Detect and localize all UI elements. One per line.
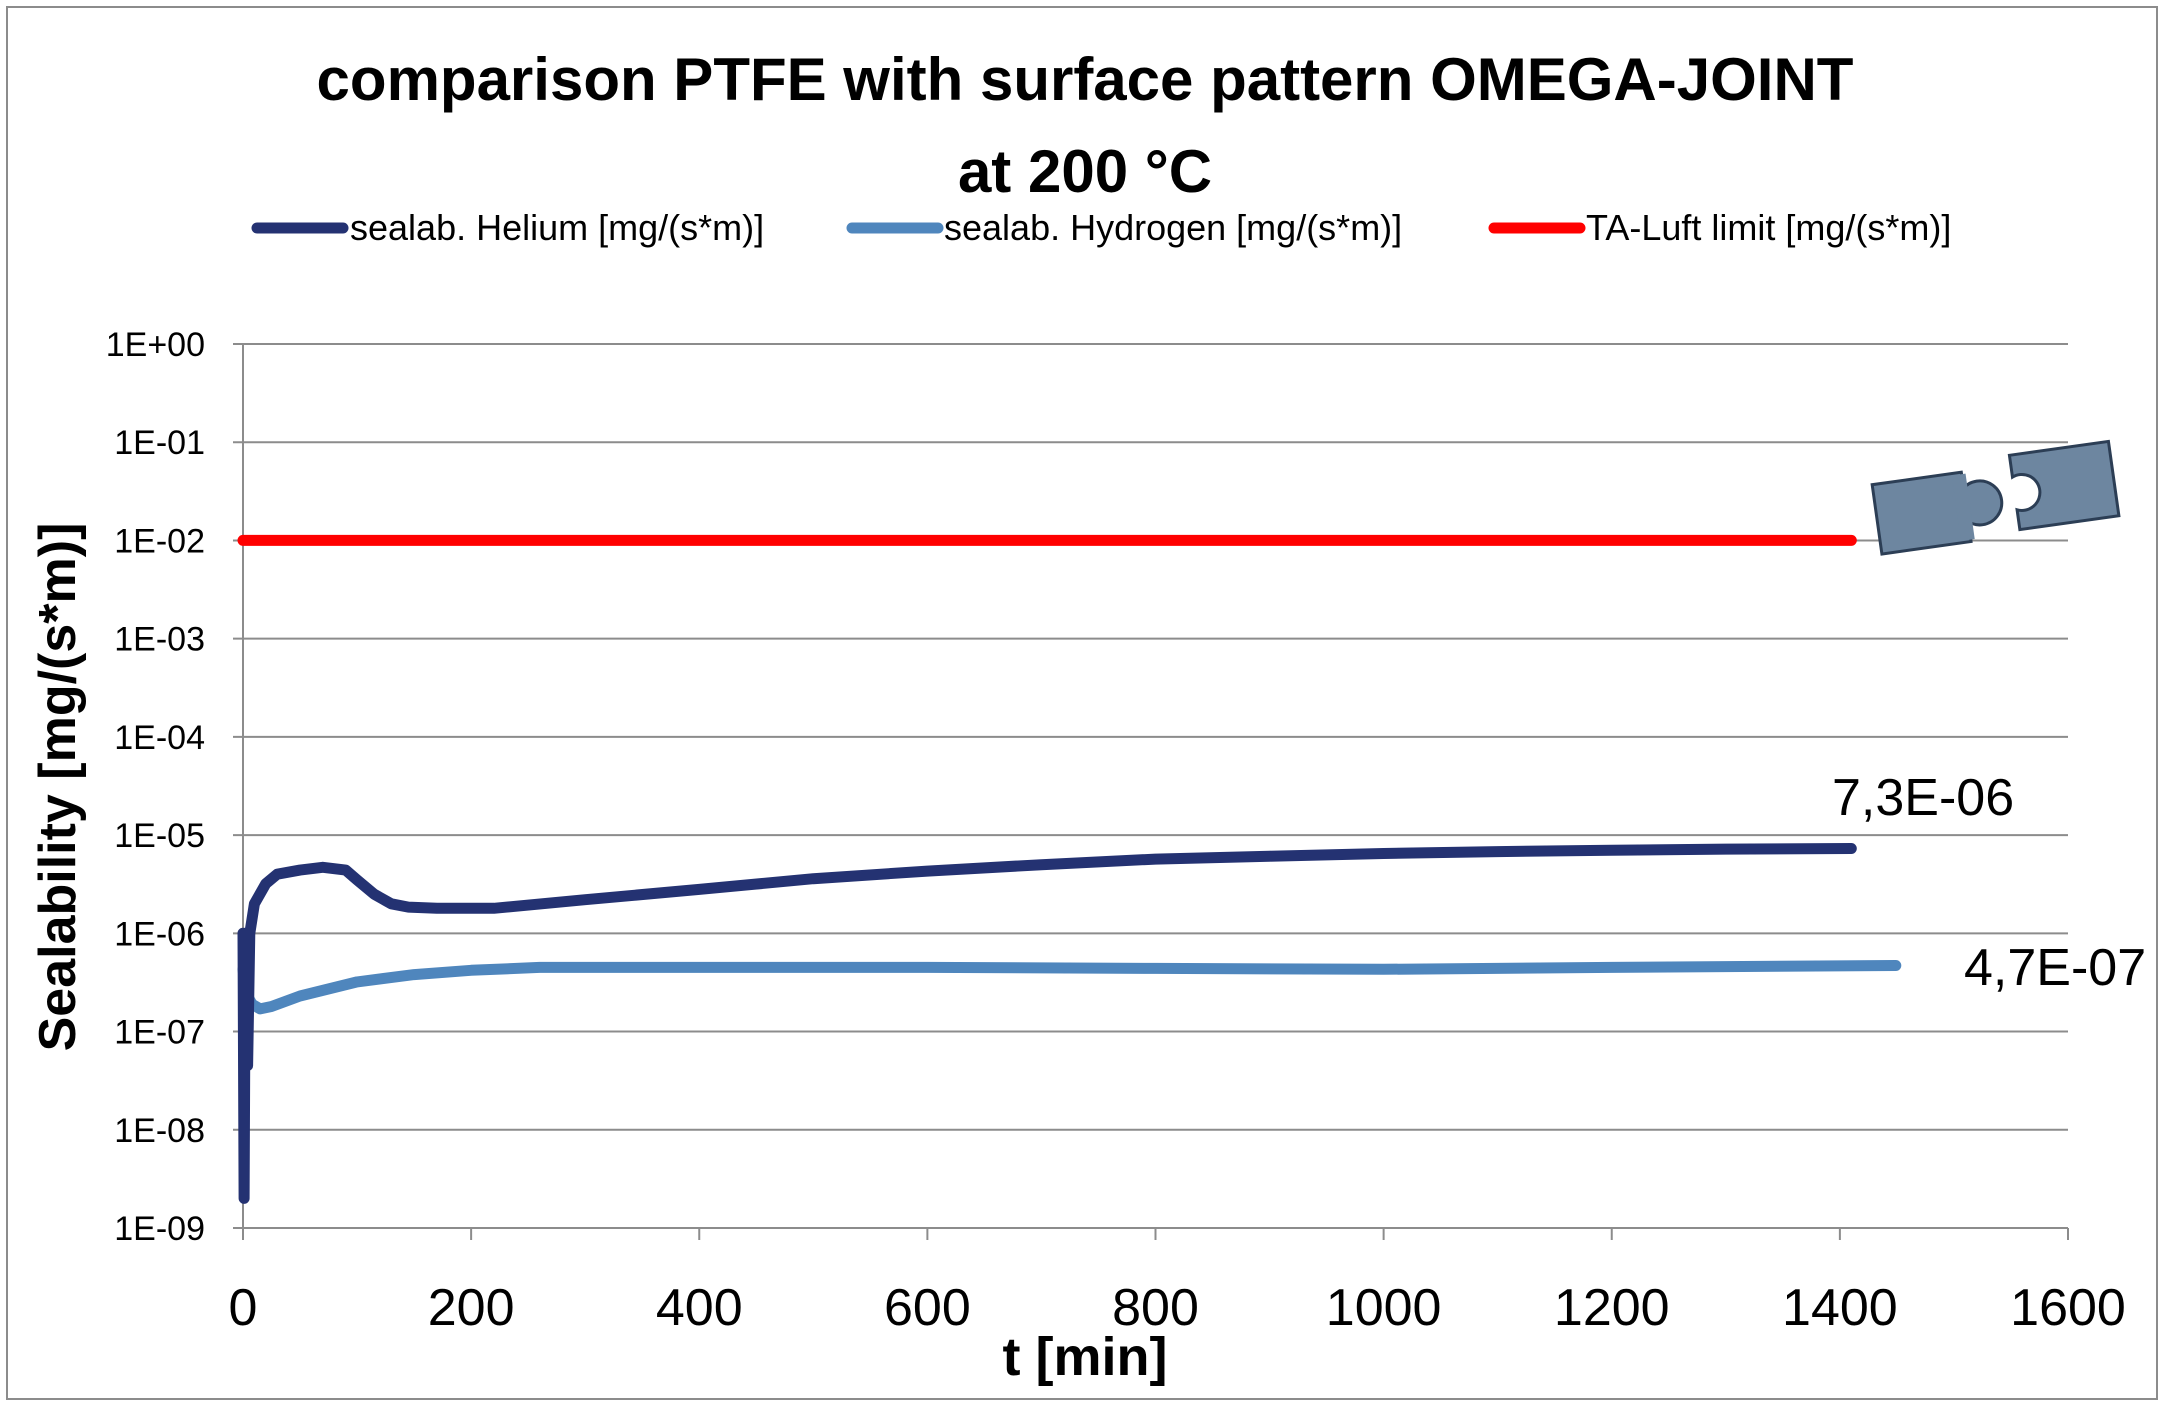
- y-axis-ticks: 1E+00 1E-01 1E-02 1E-03 1E-04 1E-05 1E-06 1E-07…: [106, 326, 205, 1248]
- chart-frame: [6, 6, 2158, 1400]
- x-tick-label: 1000: [1326, 1279, 1442, 1337]
- y-tick-label: 1E-05: [114, 817, 205, 855]
- x-tick-label: 800: [1112, 1279, 1199, 1337]
- x-tick-label: 1600: [2010, 1279, 2126, 1337]
- y-axis-label: Sealability [mg/(s*m)]: [29, 523, 87, 1052]
- series-helium-line: [237, 843, 1857, 1204]
- company-logo: [1870, 439, 2121, 556]
- y-tick-label: 1E-09: [114, 1210, 205, 1248]
- x-tick-label: 0: [229, 1279, 258, 1337]
- legend: sealab. Helium [mg/(s*m)] sealab. Hydrog…: [251, 207, 1951, 248]
- x-tick-label: 600: [884, 1279, 971, 1337]
- y-tick-label: 1E-01: [114, 424, 205, 462]
- annotation-hydrogen-final: 4,7E-07: [1964, 939, 2146, 997]
- chart-subtitle: at 200 °C: [958, 138, 1212, 205]
- legend-label-helium: sealab. Helium [mg/(s*m)]: [350, 207, 764, 248]
- legend-label-hydrogen: sealab. Hydrogen [mg/(s*m)]: [944, 207, 1402, 248]
- x-axis-label: t [min]: [1003, 1327, 1168, 1387]
- x-tick-label: 1200: [1554, 1279, 1670, 1337]
- x-tick-label: 200: [428, 1279, 515, 1337]
- chart-title: comparison PTFE with surface pattern OME…: [317, 46, 1854, 113]
- annotation-helium-final: 7,3E-06: [1832, 769, 2014, 827]
- y-tick-label: 1E-02: [114, 522, 205, 560]
- series-lines: [237, 534, 1902, 1204]
- y-tick-label: 1E+00: [106, 326, 205, 364]
- x-axis-ticks: 0 200 400 600 800 1000 1200 1400 1600: [229, 1279, 2126, 1337]
- x-tick-label: 1400: [1782, 1279, 1898, 1337]
- y-tick-label: 1E-04: [114, 719, 205, 757]
- series-hydrogen-line: [237, 960, 1902, 1015]
- y-tick-label: 1E-03: [114, 621, 205, 659]
- y-tick-label: 1E-06: [114, 915, 205, 953]
- legend-label-ta-luft: TA-Luft limit [mg/(s*m)]: [1586, 207, 1951, 248]
- y-tick-label: 1E-07: [114, 1014, 205, 1052]
- x-tick-label: 400: [656, 1279, 743, 1337]
- y-tick-label: 1E-08: [114, 1112, 205, 1150]
